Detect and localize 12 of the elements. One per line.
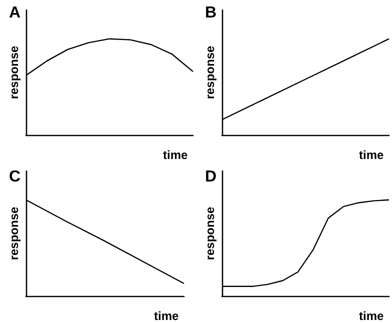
chart-title: D (205, 168, 217, 186)
x-axis-title: time (154, 309, 179, 323)
chart-title: B (205, 4, 217, 22)
y-axis-title: response (203, 206, 217, 260)
chart-title: C (9, 168, 21, 186)
x-axis-title: time (359, 309, 384, 323)
y-axis-title: response (7, 206, 21, 260)
chart-title: A (9, 4, 21, 22)
x-axis-title: time (359, 148, 384, 162)
y-axis-title: response (203, 46, 217, 100)
y-axis-title: response (7, 46, 21, 100)
x-axis-title: time (163, 148, 188, 162)
